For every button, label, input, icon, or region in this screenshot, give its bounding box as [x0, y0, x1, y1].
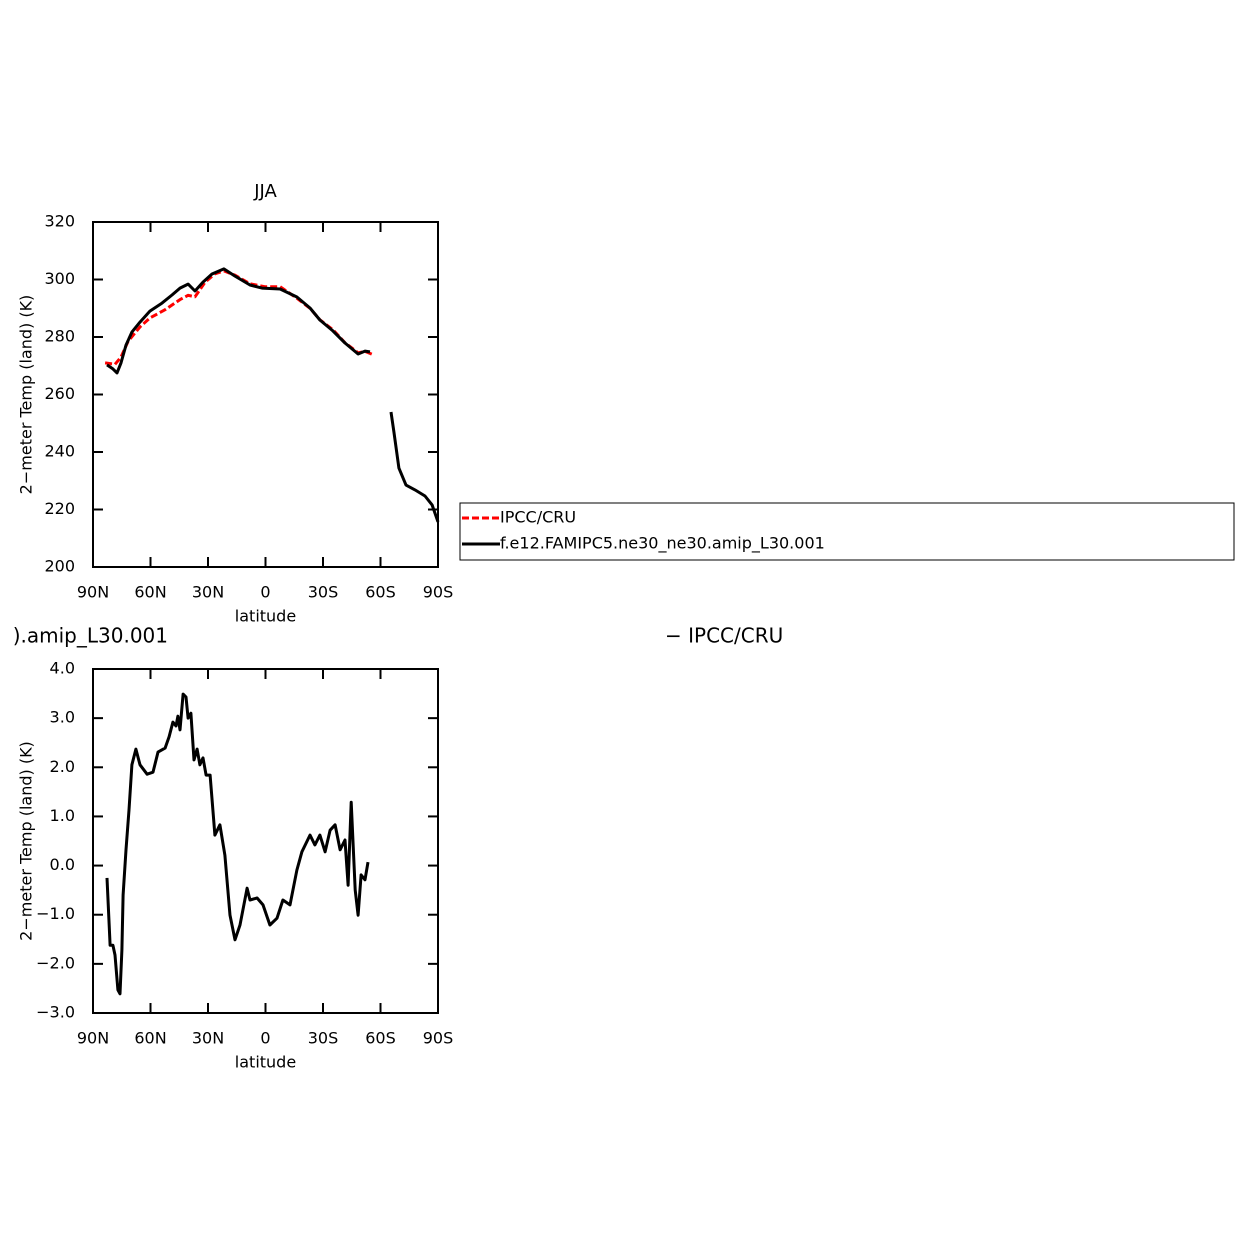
y-axis-label: 2−meter Temp (land) (K) [17, 295, 36, 495]
y-tick-label: 1.0 [50, 806, 75, 825]
y-tick-label: 280 [44, 327, 75, 346]
plot-frame [92, 668, 439, 1014]
chart-title-right: − IPCC/CRU [665, 624, 783, 648]
x-axis-label: latitude [235, 607, 296, 626]
y-tick-label: −2.0 [36, 953, 75, 972]
legend-box [459, 502, 1235, 561]
y-tick-label: 0.0 [50, 855, 75, 874]
x-tick-label: 30S [308, 583, 339, 602]
legend-label: IPCC/CRU [500, 508, 576, 527]
x-tick-label: 90N [77, 1029, 109, 1048]
y-tick-label: 240 [44, 442, 75, 461]
y-axis-label: 2−meter Temp (land) (K) [17, 741, 36, 941]
y-tick-label: 260 [44, 384, 75, 403]
x-tick-label: 0 [260, 583, 270, 602]
y-tick-label: 300 [44, 269, 75, 288]
x-tick-label: 90N [77, 583, 109, 602]
y-tick-label: 320 [44, 212, 75, 231]
series-line [105, 692, 370, 996]
x-tick-label: 30S [308, 1029, 339, 1048]
x-tick-label: 30N [192, 1029, 224, 1048]
chart-title: JJA [253, 181, 277, 202]
chart-title-left: ).amip_L30.001 [13, 624, 168, 648]
x-tick-label: 60N [134, 583, 166, 602]
x-tick-label: 0 [260, 1029, 270, 1048]
y-tick-label: −1.0 [36, 904, 75, 923]
x-axis-label: latitude [235, 1053, 296, 1072]
x-tick-label: 30N [192, 583, 224, 602]
plot-frame [92, 221, 439, 568]
y-tick-label: 4.0 [50, 659, 75, 678]
x-tick-label: 90S [423, 1029, 454, 1048]
x-tick-label: 60S [365, 1029, 396, 1048]
series-line [106, 267, 440, 523]
y-tick-label: 220 [44, 499, 75, 518]
x-tick-label: 60S [365, 583, 396, 602]
y-tick-label: −3.0 [36, 1003, 75, 1022]
y-tick-label: 3.0 [50, 708, 75, 727]
x-tick-label: 90S [423, 583, 454, 602]
legend-label: f.e12.FAMIPC5.ne30_ne30.amip_L30.001 [500, 534, 825, 554]
series-line [104, 269, 373, 366]
y-tick-label: 200 [44, 557, 75, 576]
x-tick-label: 60N [134, 1029, 166, 1048]
y-tick-label: 2.0 [50, 757, 75, 776]
